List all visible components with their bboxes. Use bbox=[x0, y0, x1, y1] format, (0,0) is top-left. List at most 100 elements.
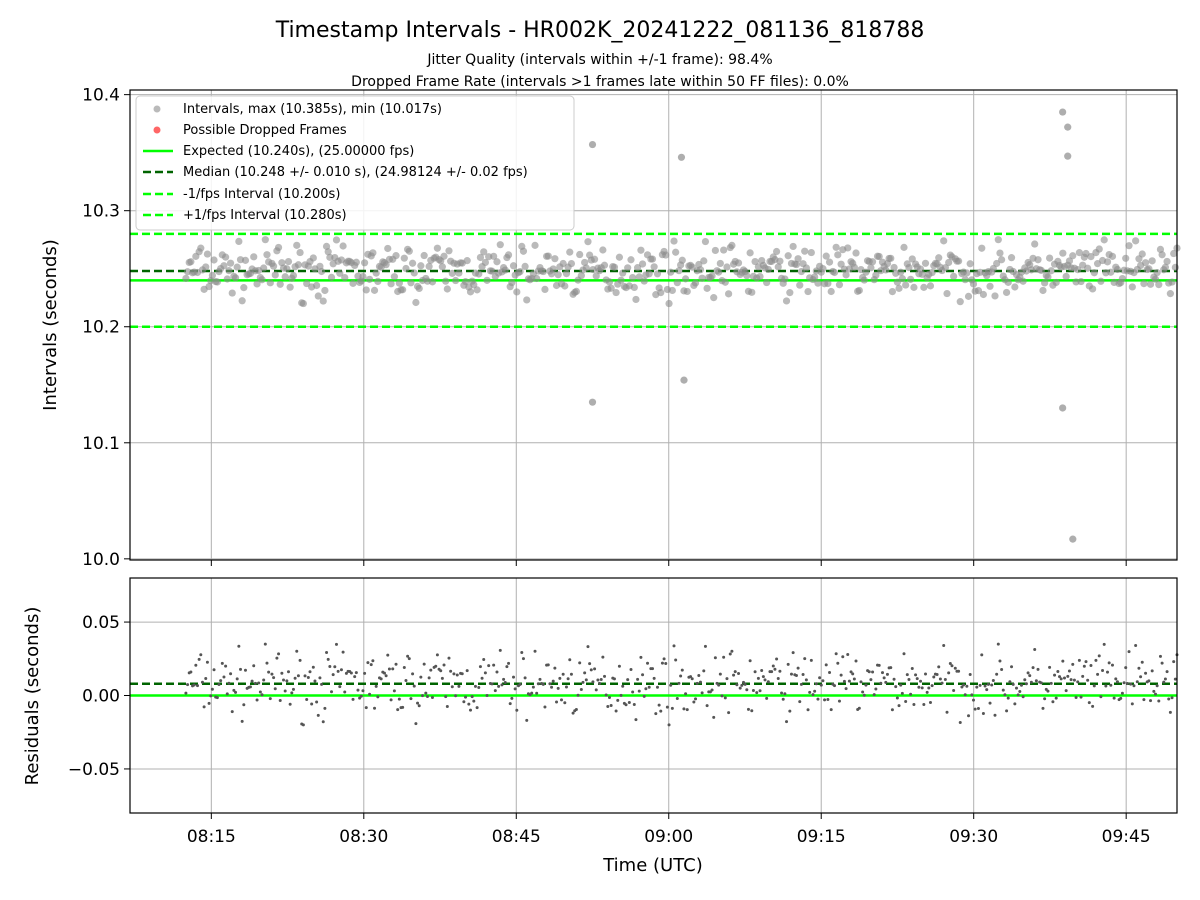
residual-point bbox=[321, 720, 325, 724]
residual-point bbox=[621, 684, 625, 688]
residual-point bbox=[253, 681, 257, 685]
top-axis-ticks: 10.0 10.1 10.2 10.3 10.4 bbox=[82, 86, 1127, 570]
residual-point bbox=[235, 677, 239, 681]
interval-outlier-point bbox=[1064, 123, 1072, 131]
residual-point bbox=[520, 651, 524, 655]
residual-point bbox=[986, 682, 990, 686]
interval-point bbox=[700, 257, 708, 265]
residual-point bbox=[553, 666, 557, 670]
residual-point bbox=[186, 683, 190, 687]
interval-point bbox=[319, 297, 327, 305]
residual-point bbox=[1125, 681, 1129, 685]
residual-point bbox=[243, 668, 247, 672]
residual-point bbox=[450, 685, 454, 689]
interval-point bbox=[743, 272, 751, 280]
x-tick-label: 08:15 bbox=[187, 827, 236, 847]
residual-point bbox=[291, 687, 295, 691]
residual-point bbox=[920, 686, 924, 690]
residual-point bbox=[778, 669, 782, 673]
interval-point bbox=[521, 262, 529, 271]
interval-point bbox=[668, 286, 676, 295]
residual-point bbox=[963, 693, 967, 697]
residual-point bbox=[252, 664, 256, 668]
residual-point bbox=[1097, 654, 1101, 658]
residual-point bbox=[775, 657, 779, 661]
residual-point bbox=[722, 655, 726, 659]
residual-point bbox=[559, 698, 563, 702]
interval-point bbox=[834, 251, 842, 259]
residual-point bbox=[943, 678, 947, 682]
residual-point bbox=[1092, 684, 1096, 688]
residual-point bbox=[694, 697, 698, 701]
interval-point bbox=[455, 269, 463, 277]
interval-point bbox=[438, 263, 446, 271]
interval-point bbox=[263, 251, 271, 259]
interval-point bbox=[1095, 245, 1103, 253]
interval-outlier-point bbox=[1059, 108, 1067, 116]
interval-point bbox=[900, 243, 908, 251]
residual-point bbox=[333, 665, 337, 669]
residual-point bbox=[591, 680, 595, 684]
residual-point bbox=[1081, 674, 1085, 678]
residual-point bbox=[371, 659, 375, 663]
interval-point bbox=[577, 272, 585, 280]
residual-point bbox=[1165, 670, 1169, 674]
interval-point bbox=[233, 263, 241, 271]
interval-point bbox=[648, 255, 657, 263]
residual-point bbox=[604, 693, 608, 697]
interval-point bbox=[182, 274, 190, 283]
residual-point bbox=[751, 689, 755, 693]
residual-point bbox=[462, 700, 466, 704]
interval-point bbox=[624, 264, 632, 272]
residual-point bbox=[568, 658, 572, 662]
residual-point bbox=[641, 673, 645, 677]
interval-point bbox=[402, 264, 410, 273]
residual-point bbox=[316, 713, 320, 717]
residual-point bbox=[308, 670, 312, 674]
residual-point bbox=[270, 672, 274, 676]
residual-point bbox=[301, 723, 305, 727]
residual-point bbox=[808, 690, 812, 694]
interval-point bbox=[223, 275, 231, 283]
top-y-tick-label: 10.0 bbox=[82, 550, 120, 570]
residual-point bbox=[237, 644, 241, 648]
interval-point bbox=[581, 258, 589, 267]
interval-point bbox=[725, 290, 733, 298]
residual-point bbox=[609, 704, 613, 708]
interval-point bbox=[405, 247, 413, 255]
interval-point bbox=[274, 243, 283, 252]
residual-point bbox=[286, 670, 290, 674]
residual-point bbox=[927, 686, 931, 690]
interval-point bbox=[1031, 240, 1039, 248]
residual-point bbox=[215, 696, 219, 700]
residual-point bbox=[867, 670, 871, 674]
residual-point bbox=[874, 687, 878, 691]
residual-point bbox=[199, 653, 203, 657]
interval-point bbox=[996, 249, 1004, 257]
interval-point bbox=[961, 276, 969, 284]
residual-point bbox=[798, 700, 802, 704]
interval-point bbox=[226, 259, 235, 267]
interval-point bbox=[1011, 283, 1019, 291]
interval-point bbox=[250, 253, 258, 261]
interval-point bbox=[1090, 269, 1098, 277]
residual-point bbox=[1018, 689, 1022, 693]
residual-point bbox=[697, 673, 701, 677]
x-axis-label: Time (UTC) bbox=[602, 855, 703, 876]
residual-point bbox=[295, 649, 299, 653]
residual-point bbox=[672, 644, 676, 648]
residual-point bbox=[277, 652, 281, 656]
interval-point bbox=[1140, 280, 1148, 288]
x-tick-label: 09:00 bbox=[644, 827, 693, 847]
interval-point bbox=[734, 259, 743, 267]
residual-point bbox=[730, 649, 734, 653]
residual-point bbox=[207, 701, 211, 705]
residual-point bbox=[1006, 696, 1010, 700]
interval-outlier-point bbox=[1064, 152, 1072, 160]
residual-point bbox=[483, 671, 487, 675]
residual-point bbox=[195, 684, 199, 688]
residual-point bbox=[452, 672, 456, 676]
residual-point bbox=[480, 676, 484, 680]
interval-point bbox=[352, 258, 360, 266]
residual-point bbox=[1013, 702, 1017, 706]
